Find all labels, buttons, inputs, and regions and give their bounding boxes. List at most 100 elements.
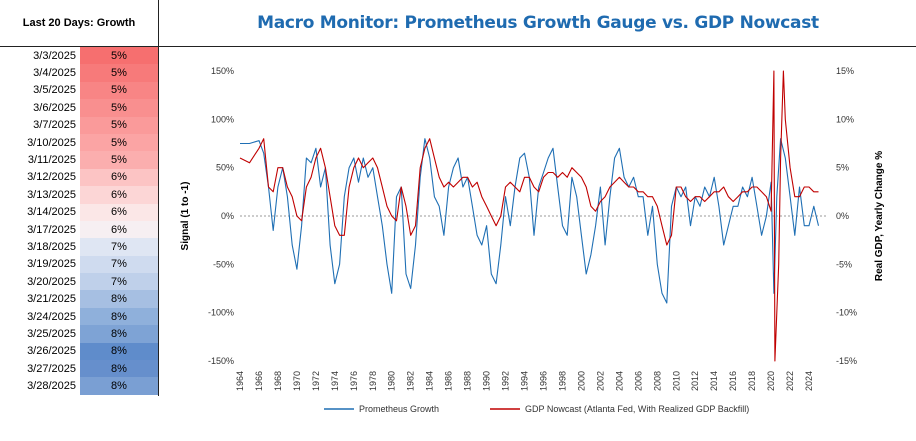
growth-row-value: 8%	[80, 360, 158, 378]
x-tick-label: 1970	[292, 371, 302, 391]
growth-row: 3/26/2025 8%	[0, 342, 158, 361]
x-tick-label: 2014	[709, 371, 719, 391]
x-tick-label: 1982	[406, 371, 416, 391]
growth-table-header: Last 20 Days: Growth	[0, 0, 158, 47]
y-tick-label: -50%	[213, 259, 234, 269]
y2-tick-label: 15%	[836, 66, 854, 76]
growth-row-value: 5%	[80, 151, 158, 169]
growth-row-date: 3/13/2025	[27, 188, 76, 201]
x-tick-label: 2018	[747, 371, 757, 391]
gdp-nowcast-line	[239, 70, 819, 362]
growth-row-date: 3/18/2025	[27, 240, 76, 253]
x-tick-label: 2012	[690, 371, 700, 391]
growth-row-value: 8%	[80, 342, 158, 361]
growth-row-date: 3/11/2025	[27, 154, 76, 167]
growth-row-date: 3/5/2025	[33, 84, 76, 97]
growth-row-date: 3/17/2025	[27, 223, 76, 236]
growth-row-value: 5%	[80, 81, 158, 100]
growth-row-value: 5%	[80, 133, 158, 152]
growth-row-value: 6%	[80, 186, 158, 204]
growth-row-date: 3/4/2025	[33, 67, 76, 80]
x-tick-label: 2000	[576, 371, 586, 391]
growth-row: 3/18/2025 7%	[0, 238, 158, 256]
x-tick-label: 2024	[804, 371, 814, 391]
y-tick-label: 150%	[211, 66, 234, 76]
x-tick-label: 1992	[501, 371, 511, 391]
growth-row: 3/21/2025 8%	[0, 290, 158, 308]
growth-row: 3/7/2025 5%	[0, 116, 158, 134]
legend-label-gdp: GDP Nowcast (Atlanta Fed, With Realized …	[525, 404, 749, 414]
growth-row-date: 3/3/2025	[33, 49, 76, 62]
growth-row-date: 3/21/2025	[27, 293, 76, 306]
y-tick-label: -100%	[208, 308, 234, 318]
growth-row-value: 6%	[80, 203, 158, 221]
growth-row-date: 3/6/2025	[33, 101, 76, 114]
x-tick-label: 1980	[387, 371, 397, 391]
x-tick-label: 1998	[557, 371, 567, 391]
growth-row: 3/11/2025 5%	[0, 151, 158, 169]
growth-row-value: 8%	[80, 325, 158, 343]
x-tick-label: 1990	[482, 371, 492, 391]
x-tick-label: 2016	[728, 371, 738, 391]
growth-row-value: 8%	[80, 307, 158, 326]
growth-row: 3/27/2025 8%	[0, 360, 158, 378]
growth-row: 3/10/2025 5%	[0, 133, 158, 152]
x-tick-label: 1986	[444, 371, 454, 391]
y-tick-label: 50%	[216, 163, 234, 173]
growth-row-value: 7%	[80, 273, 158, 291]
growth-row-date: 3/19/2025	[27, 258, 76, 271]
x-tick-label: 1996	[538, 371, 548, 391]
growth-row: 3/6/2025 5%	[0, 99, 158, 117]
legend-label-growth: Prometheus Growth	[359, 404, 439, 414]
y2-tick-label: -5%	[836, 259, 852, 269]
growth-row: 3/14/2025 6%	[0, 203, 158, 221]
y2-tick-label: 10%	[836, 114, 854, 124]
growth-row: 3/20/2025 7%	[0, 273, 158, 291]
y2-tick-label: 0%	[836, 211, 849, 221]
x-tick-label: 1988	[463, 371, 473, 391]
y-axis-title: Signal (1 to -1)	[180, 182, 191, 251]
x-tick-label: 1994	[520, 371, 530, 391]
growth-row-value: 5%	[80, 116, 158, 134]
growth-row: 3/25/2025 8%	[0, 325, 158, 343]
x-tick-label: 1984	[425, 371, 435, 391]
growth-row-date: 3/26/2025	[27, 345, 76, 358]
growth-row-date: 3/12/2025	[27, 171, 76, 184]
growth-row-value: 8%	[80, 377, 158, 395]
growth-row: 3/17/2025 6%	[0, 220, 158, 239]
growth-table-rows: 3/3/2025 5% 3/4/2025 5% 3/5/2025 5% 3/6/2025 5%…	[0, 47, 158, 395]
y2-tick-label: -10%	[836, 308, 857, 318]
growth-row: 3/19/2025 7%	[0, 255, 158, 274]
growth-row-value: 6%	[80, 168, 158, 187]
prometheus-growth-line	[240, 138, 820, 304]
y2-axis-title: Real GDP, Yearly Change %	[874, 151, 885, 281]
growth-row: 3/24/2025 8%	[0, 307, 158, 326]
y-tick-label: -150%	[208, 356, 234, 366]
growth-row-value: 8%	[80, 290, 158, 308]
growth-row-value: 7%	[80, 255, 158, 274]
growth-row-value: 7%	[80, 238, 158, 256]
growth-row: 3/4/2025 5%	[0, 64, 158, 82]
growth-row-value: 5%	[80, 64, 158, 82]
y-tick-label: 100%	[211, 114, 234, 124]
growth-row-value: 6%	[80, 220, 158, 239]
x-tick-label: 2022	[785, 371, 795, 391]
chart-title: Macro Monitor: Prometheus Growth Gauge v…	[257, 13, 819, 33]
growth-row-value: 5%	[80, 47, 158, 65]
x-tick-label: 2006	[633, 371, 643, 391]
growth-row: 3/13/2025 6%	[0, 186, 158, 204]
x-tick-label: 1964	[235, 371, 245, 391]
x-tick-label: 1966	[254, 371, 264, 391]
x-tick-label: 2008	[652, 371, 662, 391]
growth-row-date: 3/27/2025	[27, 362, 76, 375]
x-tick-label: 1972	[311, 371, 321, 391]
growth-table: Last 20 Days: Growth 3/3/2025 5% 3/4/2025 5…	[0, 0, 159, 396]
growth-row: 3/3/2025 5%	[0, 47, 158, 65]
growth-row-date: 3/7/2025	[33, 119, 76, 132]
x-tick-label: 2010	[671, 371, 681, 391]
growth-row: 3/12/2025 6%	[0, 168, 158, 187]
y-tick-label: 0%	[221, 211, 234, 221]
x-tick-label: 1976	[349, 371, 359, 391]
growth-row-date: 3/25/2025	[27, 327, 76, 340]
growth-row-date: 3/14/2025	[27, 206, 76, 219]
